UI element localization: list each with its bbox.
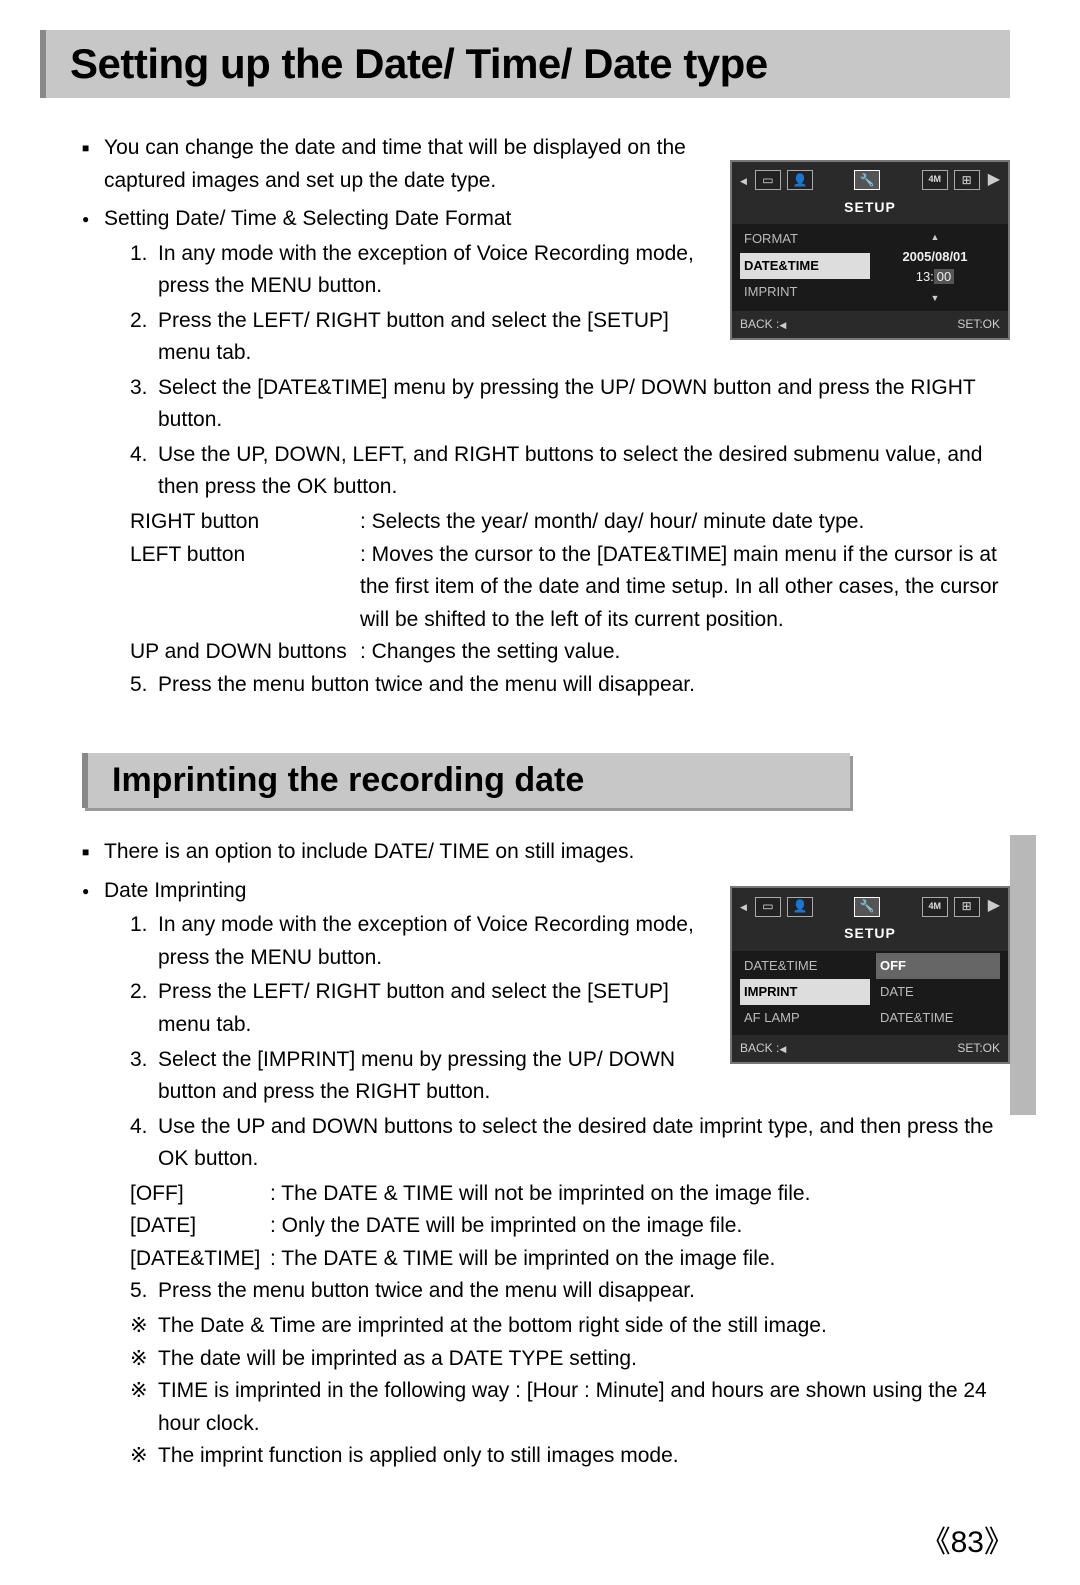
- lcd-menu-left: FORMAT DATE&TIME IMPRINT: [740, 226, 870, 307]
- note-2: The date will be imprinted as a DATE TYP…: [130, 1343, 1010, 1376]
- opt-off: [OFF] : The DATE & TIME will not be impr…: [130, 1178, 1010, 1211]
- square-bullet-icon: [82, 132, 104, 197]
- lcd-icon-grid: ⊞: [954, 897, 980, 917]
- step-3: 3.Select the [DATE&TIME] menu by pressin…: [130, 372, 1010, 437]
- lcd-icon-grid: ⊞: [954, 170, 980, 190]
- circle-bullet-icon: [82, 203, 104, 236]
- subtitle-bar: Imprinting the recording date: [82, 753, 850, 808]
- lcd-menu-datetime: DATE&TIME: [740, 253, 870, 279]
- note-3: TIME is imprinted in the following way :…: [130, 1375, 1010, 1440]
- page-title: Setting up the Date/ Time/ Date type: [70, 40, 992, 88]
- reference-mark-icon: [130, 1375, 158, 1440]
- lcd-icon-person: 👤: [787, 897, 813, 917]
- lcd-menu-right: 2005/08/01 13:00: [870, 226, 1000, 307]
- sub-bullet: Setting Date/ Time & Selecting Date Form…: [82, 203, 710, 236]
- reference-mark-icon: [130, 1343, 158, 1376]
- lcd-down-arrow-icon: [931, 289, 940, 304]
- lcd-back-label-2: BACK :: [740, 1039, 786, 1058]
- intro-bullet-2: There is an option to include DATE/ TIME…: [82, 836, 710, 869]
- lcd-opt-date: DATE: [876, 979, 1000, 1005]
- lcd-menu-datetime-2: DATE&TIME: [740, 953, 870, 979]
- opt-dt: [DATE&TIME] : The DATE & TIME will be im…: [130, 1243, 1010, 1276]
- note-4: The imprint function is applied only to …: [130, 1440, 1010, 1473]
- step2-2: 2.Press the LEFT/ RIGHT button and selec…: [130, 976, 710, 1041]
- lcd-opt-off: OFF: [876, 953, 1000, 979]
- sub-bullet-text-2: Date Imprinting: [104, 875, 246, 908]
- side-tab: [1010, 835, 1036, 1115]
- step2-5: 5.Press the menu button twice and the me…: [130, 1275, 1010, 1308]
- circle-bullet-icon: [82, 875, 104, 908]
- lcd-setup-label-2: SETUP: [732, 921, 1008, 951]
- lcd-back-label: BACK :: [740, 315, 786, 334]
- lcd-date-value: 2005/08/01: [870, 247, 1000, 267]
- lcd-menu-imprint: IMPRINT: [740, 279, 870, 305]
- lcd-top-icons-2: ▭ 👤 🔧 4M ⊞ ▶: [732, 888, 1008, 921]
- section-1: ▭ 👤 🔧 4M ⊞ ▶ SETUP FORMAT DATE&TIME IMPR…: [82, 132, 1010, 703]
- intro-text-2: There is an option to include DATE/ TIME…: [104, 836, 634, 869]
- lcd-menu-imprint-2: IMPRINT: [740, 979, 870, 1005]
- lcd-right-arrow-icon: ▶: [986, 168, 1002, 193]
- square-bullet-icon: [82, 836, 104, 869]
- lcd-screenshot-2: ▭ 👤 🔧 4M ⊞ ▶ SETUP DATE&TIME IMPRINT AF …: [730, 886, 1010, 1064]
- step2-1: 1.In any mode with the exception of Voic…: [130, 909, 710, 974]
- lcd-setup-label: SETUP: [732, 195, 1008, 225]
- def-right: RIGHT button : Selects the year/ month/ …: [130, 506, 1010, 539]
- lcd-icon-wrench: 🔧: [854, 170, 880, 190]
- lcd-icon-size: 4M: [922, 897, 948, 917]
- page-number: 《83》: [921, 1517, 1014, 1561]
- subtitle: Imprinting the recording date: [112, 761, 832, 800]
- note-1: The Date & Time are imprinted at the bot…: [130, 1310, 1010, 1343]
- lcd-menu-format: FORMAT: [740, 226, 870, 252]
- lcd-icon-wrench: 🔧: [854, 897, 880, 917]
- lcd-right-arrow-icon: ▶: [986, 894, 1002, 919]
- lcd-icon-size: 4M: [922, 170, 948, 190]
- sub-bullet-2: Date Imprinting: [82, 875, 710, 908]
- lcd-body: FORMAT DATE&TIME IMPRINT 2005/08/01 13:0…: [732, 224, 1008, 311]
- page-title-bar: Setting up the Date/ Time/ Date type: [40, 30, 1010, 98]
- lcd-screenshot-1: ▭ 👤 🔧 4M ⊞ ▶ SETUP FORMAT DATE&TIME IMPR…: [730, 160, 1010, 340]
- lcd-top-icons: ▭ 👤 🔧 4M ⊞ ▶: [732, 162, 1008, 195]
- lcd-body-2: DATE&TIME IMPRINT AF LAMP OFF DATE DATE&…: [732, 951, 1008, 1035]
- step2-3: 3.Select the [IMPRINT] menu by pressing …: [130, 1044, 710, 1109]
- manual-page: Setting up the Date/ Time/ Date type ▭ 👤…: [0, 0, 1080, 1585]
- lcd-menu-left-2: DATE&TIME IMPRINT AF LAMP: [740, 953, 870, 1031]
- lcd-opt-dt: DATE&TIME: [876, 1005, 1000, 1031]
- lcd-icon-person: 👤: [787, 170, 813, 190]
- lcd-setok-label-2: SET:OK: [957, 1039, 1000, 1058]
- lcd-time-value: 13:00: [870, 267, 1000, 287]
- def-updown: UP and DOWN buttons : Changes the settin…: [130, 636, 1010, 669]
- lcd-icon-display: ▭: [755, 170, 781, 190]
- intro-text: You can change the date and time that wi…: [104, 132, 710, 197]
- lcd-up-arrow-icon: [931, 228, 940, 243]
- lcd-menu-right-2: OFF DATE DATE&TIME: [870, 953, 1000, 1031]
- reference-mark-icon: [130, 1310, 158, 1343]
- lcd-menu-aflamp: AF LAMP: [740, 1005, 870, 1031]
- step-4: 4.Use the UP, DOWN, LEFT, and RIGHT butt…: [130, 439, 1010, 504]
- lcd-left-arrow-icon: [738, 168, 749, 193]
- intro-bullet: You can change the date and time that wi…: [82, 132, 710, 197]
- opt-date: [DATE] : Only the DATE will be imprinted…: [130, 1210, 1010, 1243]
- step-1: 1.In any mode with the exception of Voic…: [130, 238, 710, 303]
- step2-4: 4.Use the UP and DOWN buttons to select …: [130, 1111, 1010, 1176]
- reference-mark-icon: [130, 1440, 158, 1473]
- step-2: 2.Press the LEFT/ RIGHT button and selec…: [130, 305, 710, 370]
- lcd-footer: BACK : SET:OK: [732, 311, 1008, 338]
- lcd-left-arrow-icon: [738, 894, 749, 919]
- lcd-icon-display: ▭: [755, 897, 781, 917]
- lcd-setok-label: SET:OK: [957, 315, 1000, 334]
- sub-bullet-text: Setting Date/ Time & Selecting Date Form…: [104, 203, 511, 236]
- lcd-footer-2: BACK : SET:OK: [732, 1035, 1008, 1062]
- def-left: LEFT button : Moves the cursor to the [D…: [130, 539, 1010, 637]
- section-2: ▭ 👤 🔧 4M ⊞ ▶ SETUP DATE&TIME IMPRINT AF …: [82, 836, 1010, 1472]
- step-5: 5.Press the menu button twice and the me…: [130, 669, 1010, 702]
